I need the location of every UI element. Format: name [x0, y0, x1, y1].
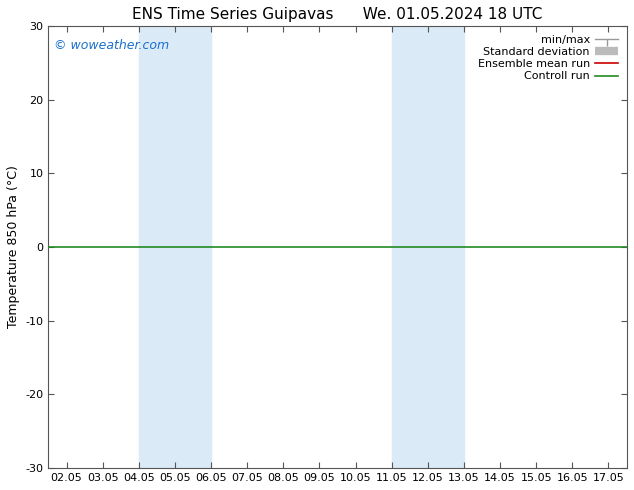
Y-axis label: Temperature 850 hPa (°C): Temperature 850 hPa (°C)	[7, 166, 20, 328]
Text: © woweather.com: © woweather.com	[55, 39, 169, 52]
Bar	[392, 26, 464, 468]
Bar	[139, 26, 211, 468]
Title: ENS Time Series Guipavas      We. 01.05.2024 18 UTC: ENS Time Series Guipavas We. 01.05.2024 …	[133, 7, 543, 22]
Legend: min/max, Standard deviation, Ensemble mean run, Controll run: min/max, Standard deviation, Ensemble me…	[474, 31, 621, 85]
